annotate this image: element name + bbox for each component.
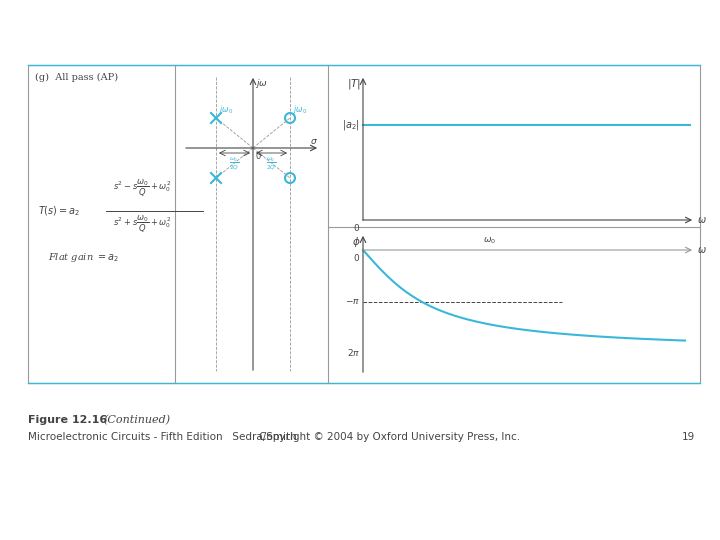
- Text: $\frac{\omega_0}{2Q}$: $\frac{\omega_0}{2Q}$: [266, 156, 276, 172]
- Text: Microelectronic Circuits - Fifth Edition   Sedra/Smith: Microelectronic Circuits - Fifth Edition…: [28, 432, 297, 442]
- Text: (g)  All pass (AP): (g) All pass (AP): [35, 73, 118, 82]
- Text: 19: 19: [682, 432, 695, 442]
- Text: $0$: $0$: [353, 222, 360, 233]
- Text: $-\pi$: $-\pi$: [345, 298, 360, 307]
- Text: $s^2 + s\dfrac{\omega_0}{Q} + \omega_0^2$: $s^2 + s\dfrac{\omega_0}{Q} + \omega_0^2…: [113, 214, 171, 235]
- Text: Copyright © 2004 by Oxford University Press, Inc.: Copyright © 2004 by Oxford University Pr…: [259, 432, 521, 442]
- Text: Figure 12.16: Figure 12.16: [28, 415, 107, 425]
- Text: $0$: $0$: [353, 252, 360, 263]
- Text: $\omega_0$: $\omega_0$: [482, 235, 496, 246]
- Text: $\phi$: $\phi$: [353, 235, 361, 249]
- Text: $j\omega$: $j\omega$: [255, 77, 268, 90]
- Text: $|a_2|$: $|a_2|$: [342, 118, 360, 132]
- Text: $|T|$: $|T|$: [347, 77, 361, 91]
- Text: $0$: $0$: [255, 150, 261, 161]
- Text: $j\omega_0$: $j\omega_0$: [219, 103, 233, 116]
- Text: Flat gain $= a_2$: Flat gain $= a_2$: [48, 251, 119, 264]
- Text: $\omega$: $\omega$: [697, 215, 707, 225]
- Text: $s^2 - s\dfrac{\omega_0}{Q} + \omega_0^2$: $s^2 - s\dfrac{\omega_0}{Q} + \omega_0^2…: [113, 178, 171, 199]
- Text: (Continued): (Continued): [103, 415, 170, 426]
- Text: $T(s) = a_2\,$: $T(s) = a_2\,$: [38, 204, 80, 218]
- Text: $\sigma$: $\sigma$: [310, 137, 318, 146]
- Text: $\frac{\omega_0}{2Q}$: $\frac{\omega_0}{2Q}$: [230, 156, 240, 172]
- Text: $\omega$: $\omega$: [697, 245, 707, 255]
- Bar: [28, 65, 700, 383]
- Text: $2\pi$: $2\pi$: [347, 347, 360, 357]
- Text: $j\omega_0$: $j\omega_0$: [293, 103, 307, 116]
